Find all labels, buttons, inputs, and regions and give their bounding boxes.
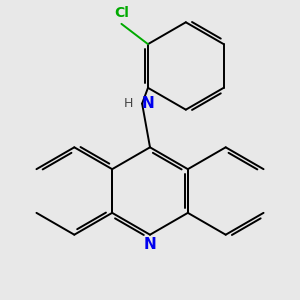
Text: Cl: Cl xyxy=(114,6,129,20)
Text: N: N xyxy=(144,237,156,252)
Text: H: H xyxy=(124,97,134,110)
Text: N: N xyxy=(141,96,154,111)
